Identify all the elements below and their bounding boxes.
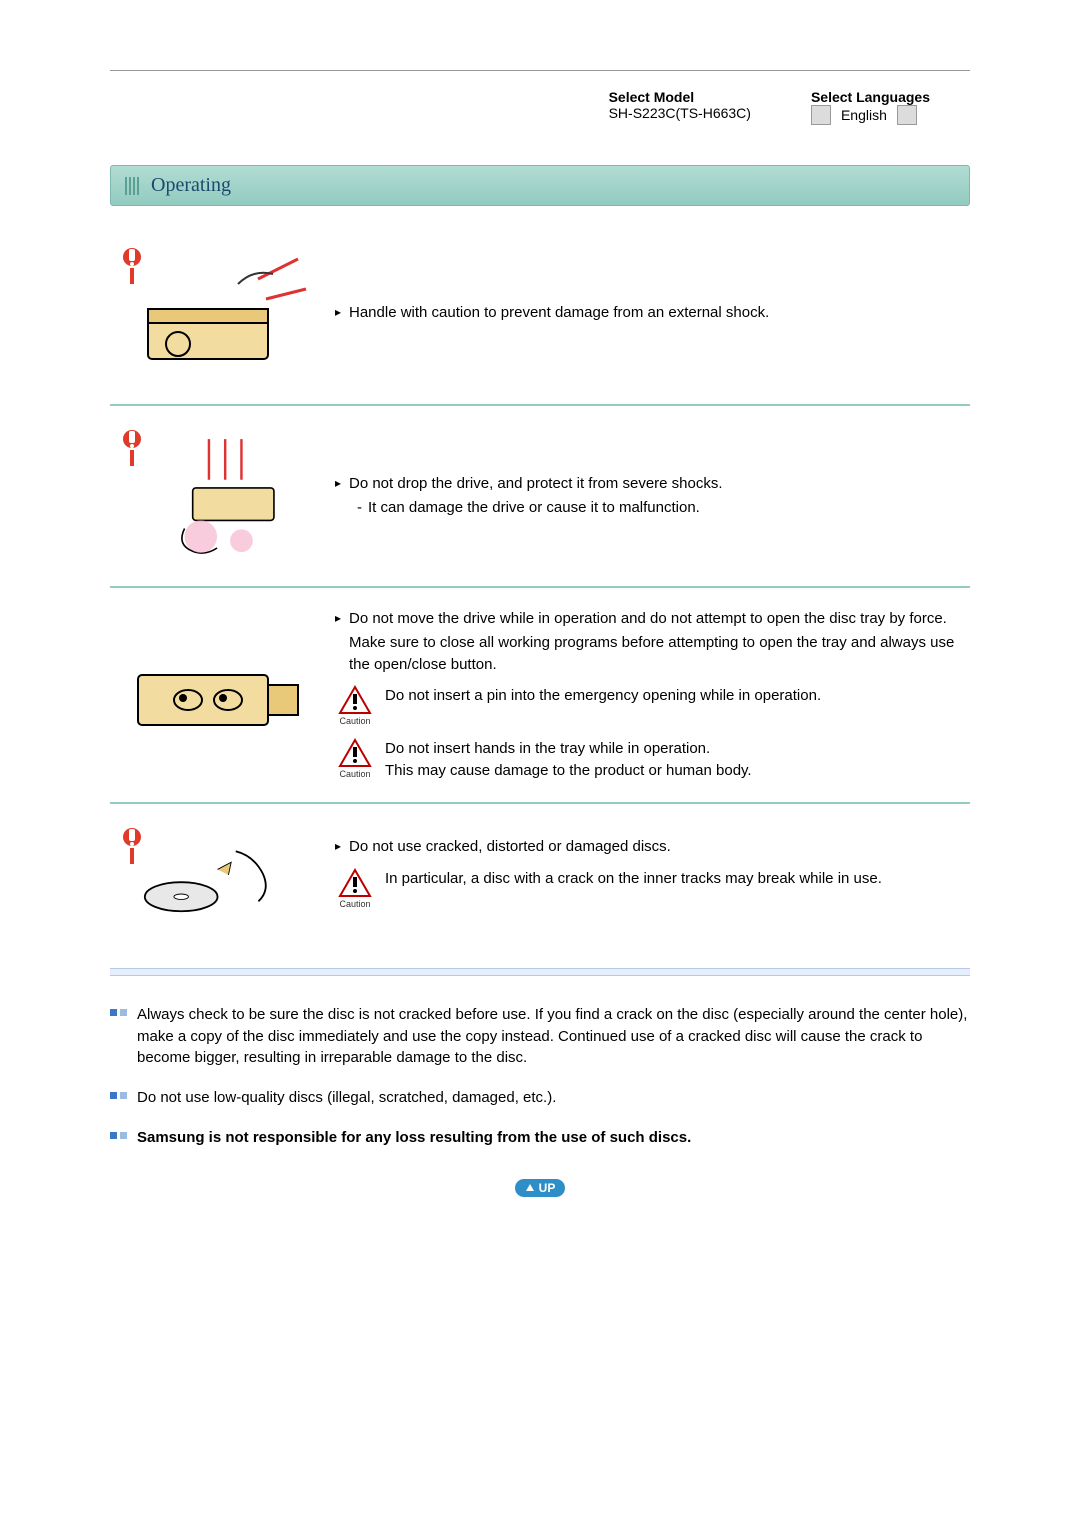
warning-icon — [112, 246, 152, 286]
up-arrow-icon — [525, 1183, 535, 1193]
safety-item: ▸ Do not drop the drive, and protect it f… — [110, 418, 970, 588]
bullet-icon: ▸ — [335, 302, 343, 324]
safety-item: ▸ Do not use cracked, distorted or damage… — [110, 816, 970, 944]
drive-tray-icon — [118, 630, 308, 760]
warning-icon — [112, 826, 152, 866]
safety-item-body: ▸ Do not drop the drive, and protect it f… — [335, 473, 970, 519]
safety-plaintext: Make sure to close all working programs … — [349, 634, 954, 673]
safety-item: ▸ Do not move the drive while in operatio… — [110, 600, 970, 804]
language-selector: Select Languages English — [811, 89, 930, 125]
warning-icon — [112, 428, 152, 468]
model-value: SH-S223C(TS-H663C) — [609, 105, 751, 121]
language-label: Select Languages — [811, 89, 930, 105]
safety-text: Do not drop the drive, and protect it fr… — [349, 473, 723, 495]
bar-stripes-icon — [125, 177, 139, 195]
selector-row: Select Model SH-S223C(TS-H663C) Select L… — [110, 89, 970, 125]
model-label: Select Model — [609, 89, 695, 105]
safety-text: Do not move the drive while in operation… — [349, 608, 947, 630]
caution-text: Do not insert hands in the tray while in… — [385, 738, 752, 782]
note-text: Always check to be sure the disc is not … — [137, 1004, 970, 1069]
bullet-icon: ▸ — [335, 473, 343, 495]
language-value: English — [841, 107, 887, 123]
caution-row: Caution Do not insert hands in the tray … — [335, 738, 970, 782]
note-item: Do not use low-quality discs (illegal, s… — [110, 1087, 970, 1109]
note-item: Always check to be sure the disc is not … — [110, 1004, 970, 1069]
caution-label: Caution — [339, 715, 370, 728]
caution-icon: Caution — [335, 685, 375, 728]
safety-item: ▸ Handle with caution to prevent damage f… — [110, 236, 970, 406]
caution-text: In particular, a disc with a crack on th… — [385, 868, 882, 890]
caution-text: Do not insert a pin into the emergency o… — [385, 685, 821, 707]
safety-illustration — [110, 625, 315, 765]
up-button[interactable]: UP — [515, 1179, 566, 1197]
bullet-icon: ▸ — [335, 836, 343, 858]
note-text: Samsung is not responsible for any loss … — [137, 1127, 691, 1149]
safety-text: Handle with caution to prevent damage fr… — [349, 302, 769, 324]
caution-label: Caution — [339, 898, 370, 911]
note-item: Samsung is not responsible for any loss … — [110, 1127, 970, 1149]
caution-icon: Caution — [335, 738, 375, 781]
caution-icon: Caution — [335, 868, 375, 911]
top-divider — [110, 70, 970, 71]
notes-list: Always check to be sure the disc is not … — [110, 1004, 970, 1149]
safety-text: Do not use cracked, distorted or damaged… — [349, 836, 671, 858]
caution-row: Caution Do not insert a pin into the eme… — [335, 685, 970, 728]
square-bullet-icon — [110, 1127, 127, 1149]
safety-illustration — [110, 244, 315, 384]
safety-item-body: ▸ Handle with caution to prevent damage f… — [335, 302, 970, 326]
square-bullet-icon — [110, 1004, 127, 1069]
safety-subtext: It can damage the drive or cause it to m… — [368, 497, 700, 519]
up-button-label: UP — [539, 1181, 556, 1195]
safety-illustration — [110, 426, 315, 566]
model-selector: Select Model SH-S223C(TS-H663C) — [609, 89, 751, 125]
square-bullet-icon — [110, 1087, 127, 1109]
safety-item-body: ▸ Do not use cracked, distorted or damage… — [335, 836, 970, 911]
caution-label: Caution — [339, 768, 370, 781]
language-prev-button[interactable] — [811, 105, 831, 125]
section-header-bar: Operating — [110, 165, 970, 206]
dash-icon: - — [357, 497, 362, 519]
caution-row: Caution In particular, a disc with a cra… — [335, 868, 970, 911]
bullet-icon: ▸ — [335, 608, 343, 630]
section-divider-bar — [110, 968, 970, 976]
safety-illustration — [110, 824, 315, 924]
note-text: Do not use low-quality discs (illegal, s… — [137, 1087, 556, 1109]
safety-item-body: ▸ Do not move the drive while in operatio… — [335, 608, 970, 782]
language-next-button[interactable] — [897, 105, 917, 125]
section-title: Operating — [151, 174, 231, 197]
